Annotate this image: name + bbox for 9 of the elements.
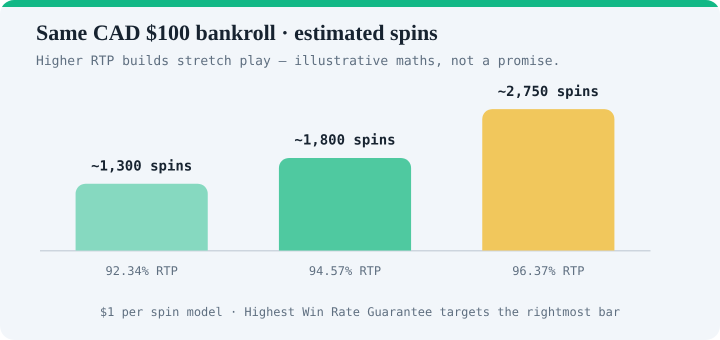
x-tick-label: 94.57% RTP	[308, 264, 382, 278]
data-label: ~1,300 spins	[91, 158, 192, 174]
data-label: ~2,750 spins	[498, 84, 599, 100]
chart-subtitle: Higher RTP builds stretch play — illustrative maths, not a promise.	[36, 54, 560, 69]
x-tick-label: 92.34% RTP	[106, 264, 178, 278]
chart-title: Same CAD $100 bankroll · estimated spins	[36, 20, 438, 46]
x-tick-label: 96.37% RTP	[512, 264, 584, 278]
data-label: ~1,800 spins	[294, 132, 396, 149]
text: $1 per spin model · Highest Win Rate Guarantee targets the rightmost bar	[98, 305, 622, 319]
